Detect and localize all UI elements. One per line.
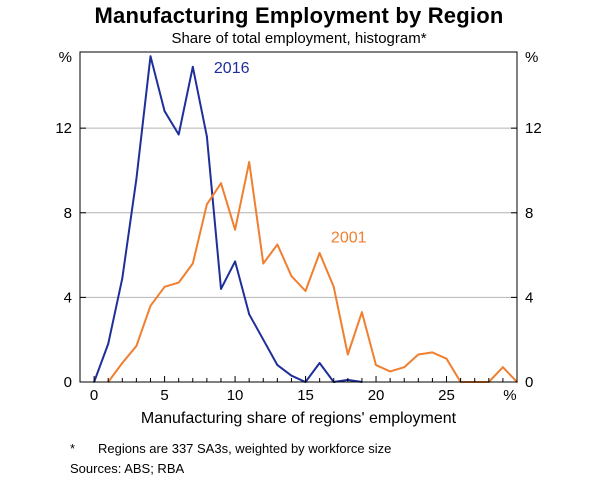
x-tick-label: 5	[160, 387, 168, 404]
y-tick-label-right: 8	[525, 205, 533, 222]
x-unit-label: %	[503, 387, 516, 404]
data-point-2016	[318, 362, 321, 364]
data-point-2001	[149, 304, 152, 307]
series-lines	[93, 55, 518, 383]
footnote-mark: *	[70, 441, 76, 456]
data-point-2001	[290, 275, 293, 278]
y-tick-label-right: 12	[525, 120, 542, 137]
y-tick-label-left: 0	[64, 374, 72, 391]
data-point-2001	[205, 203, 208, 206]
data-point-2016	[262, 338, 265, 341]
data-point-2001	[163, 285, 166, 288]
x-tick-label: 25	[438, 387, 455, 404]
chart-subtitle: Share of total employment, histogram*	[171, 30, 427, 47]
data-point-2016	[205, 135, 208, 138]
data-point-2001	[403, 366, 406, 369]
data-point-2016	[149, 55, 152, 58]
y-unit-right: %	[525, 49, 538, 66]
y-tick-label-left: 12	[55, 120, 72, 137]
y-unit-left: %	[59, 49, 72, 66]
data-point-2001	[276, 243, 279, 246]
footnote: * Regions are 337 SA3s, weighted by workf…	[70, 441, 391, 456]
data-point-2016	[121, 277, 124, 280]
y-tick-label-right: 4	[525, 289, 533, 306]
sources-note: Sources: ABS; RBA	[70, 461, 185, 476]
series-line-2001	[107, 161, 518, 383]
data-point-2001	[389, 370, 392, 373]
data-point-2001	[121, 362, 124, 364]
data-point-2016	[248, 313, 251, 316]
data-point-2016	[276, 364, 279, 366]
data-point-2001	[318, 252, 321, 254]
data-point-2016	[191, 65, 194, 68]
series-label-2001: 2001	[331, 229, 367, 246]
data-point-2001	[177, 281, 180, 284]
y-tick-label-left: 4	[64, 289, 72, 306]
x-tick-label: 10	[227, 387, 244, 404]
series-line-2016	[93, 55, 363, 383]
x-tick-label: 0	[90, 387, 98, 404]
data-point-2001	[417, 353, 420, 356]
axes	[79, 51, 518, 383]
data-point-2001	[220, 182, 222, 185]
gridlines	[80, 127, 517, 298]
data-point-2016	[177, 133, 180, 136]
y-tick-label-left: 8	[64, 205, 72, 222]
series-label-2016: 2016	[214, 60, 250, 77]
data-point-2016	[220, 288, 222, 290]
data-point-2016	[234, 260, 236, 263]
data-point-2001	[445, 357, 448, 360]
footnote-text: Regions are 337 SA3s, weighted by workfo…	[98, 441, 392, 456]
x-axis-label: Manufacturing share of regions' employme…	[140, 410, 457, 427]
chart-title: Manufacturing Employment by Region	[94, 3, 504, 28]
data-point-2001	[191, 262, 194, 265]
plot-frame	[79, 51, 518, 383]
data-point-2016	[135, 178, 138, 180]
data-point-2001	[346, 353, 349, 356]
data-point-2001	[248, 161, 251, 163]
data-point-2001	[332, 285, 335, 288]
y-tick-label-right: 0	[525, 374, 533, 391]
data-point-2001	[234, 228, 236, 231]
data-point-2001	[135, 345, 138, 347]
data-point-2001	[502, 366, 504, 369]
tick-labels: 0 0 4 4 8 8 12 12% % 0 5 10 15 20 25%	[55, 49, 541, 404]
data-point-2016	[290, 374, 293, 377]
data-point-2001	[431, 351, 434, 354]
x-tick-label: 15	[297, 387, 314, 404]
series-labels: 2016 2001	[214, 60, 367, 246]
data-point-2001	[375, 364, 377, 366]
data-point-2001	[262, 262, 265, 265]
data-point-2001	[304, 290, 307, 292]
data-point-2016	[107, 343, 110, 345]
x-tick-label: 20	[368, 387, 385, 404]
data-point-2001	[361, 311, 363, 314]
data-point-2016	[163, 110, 166, 113]
